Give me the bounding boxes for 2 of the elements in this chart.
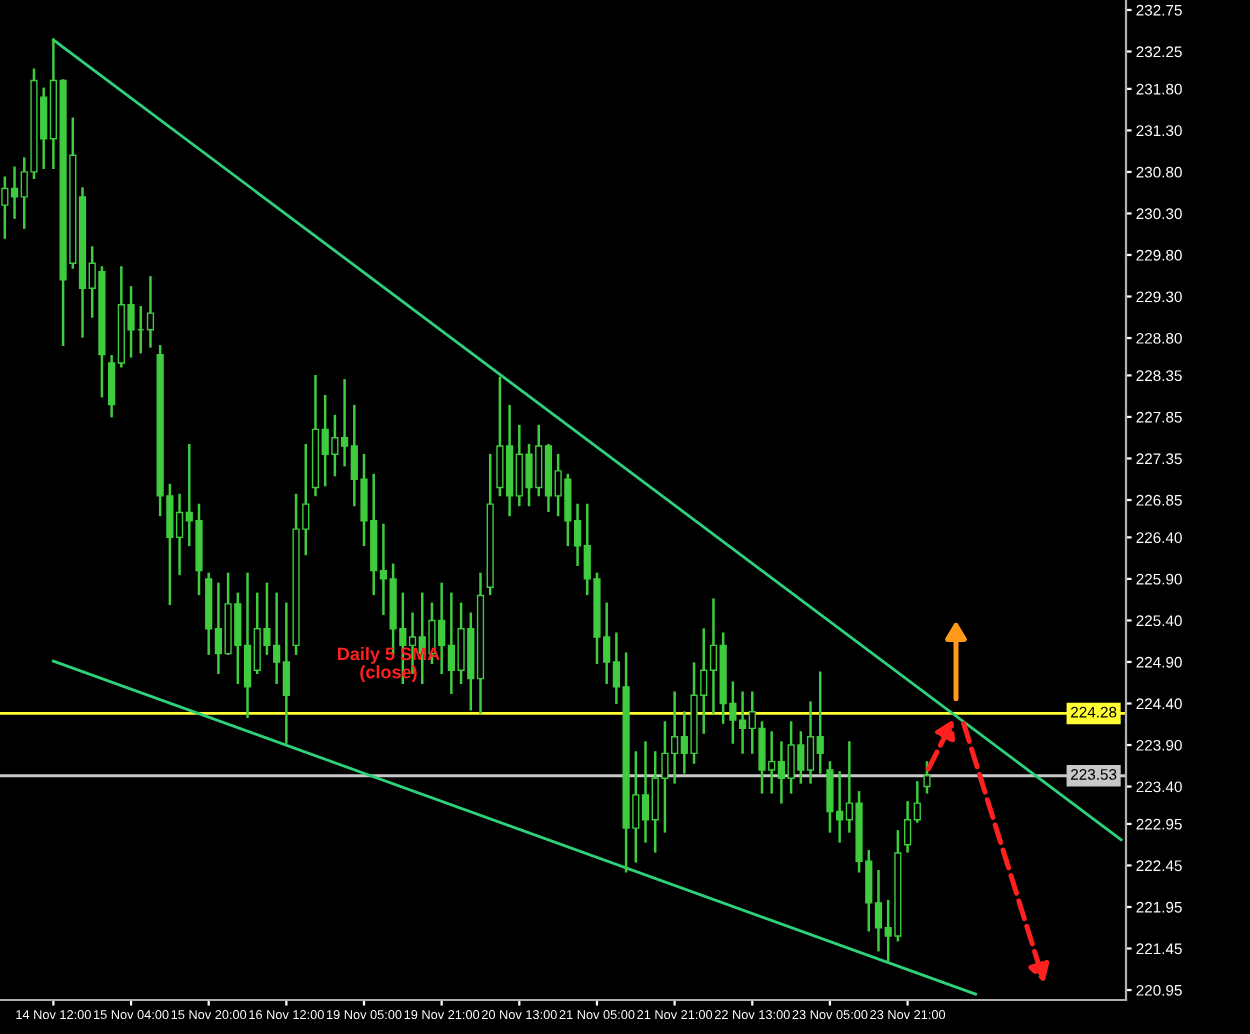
candlestick [146, 276, 155, 348]
candlestick [923, 761, 931, 794]
